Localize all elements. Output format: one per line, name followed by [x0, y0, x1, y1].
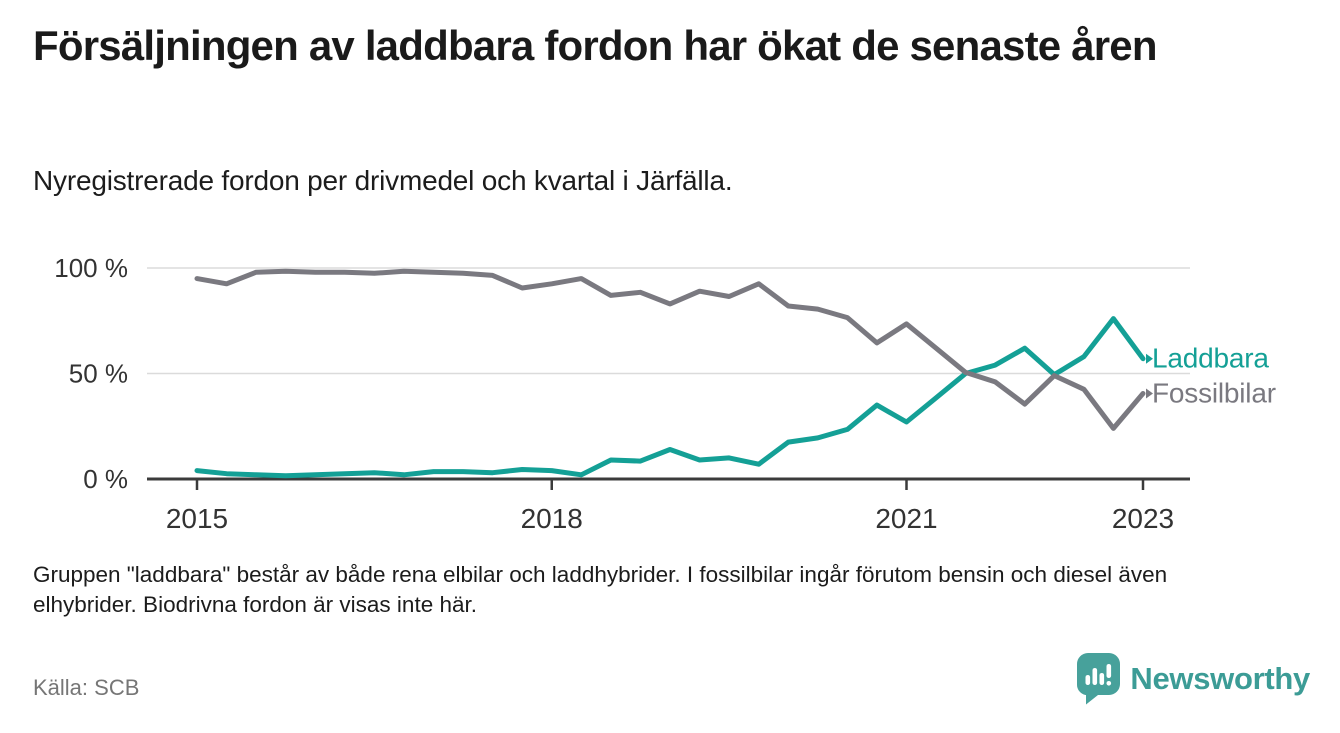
logo-bar-medium: [1099, 673, 1105, 685]
logo-exclaim-dot: [1106, 681, 1112, 686]
y-axis-label-0: 0 %: [83, 464, 128, 494]
logo-bar-small: [1085, 675, 1091, 685]
page-title: Försäljningen av laddbara fordon har öka…: [33, 22, 1158, 69]
arrow-laddbara: [1146, 353, 1153, 364]
x-axis-label-2015: 2015: [166, 503, 228, 534]
chart-footnote: Gruppen "laddbara" består av både rena e…: [33, 560, 1167, 620]
source-label: Källa: SCB: [33, 675, 140, 700]
y-axis-label-100: 100 %: [54, 253, 128, 283]
line-fossilbilar: [194, 268, 1146, 431]
line-laddbara: [194, 316, 1146, 479]
logo-bar-tall: [1092, 668, 1098, 685]
x-axis-label-2021: 2021: [875, 503, 937, 534]
x-axis-label-2023: 2023: [1112, 503, 1174, 534]
arrow-fossilbilar: [1146, 388, 1153, 399]
x-axis-label-2018: 2018: [521, 503, 583, 534]
footnote-line-1: Gruppen "laddbara" består av både rena e…: [33, 562, 1168, 587]
newsworthy-logo-text: Newsworthy: [1130, 660, 1310, 696]
legend-laddbara: Laddbara: [1152, 343, 1269, 374]
chart-subtitle: Nyregistrerade fordon per drivmedel och …: [33, 165, 733, 196]
logo-exclaim-bar: [1106, 664, 1112, 678]
legend-fossilbilar: Fossilbilar: [1152, 378, 1276, 409]
newsworthy-brand: Newsworthy: [1076, 652, 1310, 705]
newsworthy-logo-icon: [1077, 653, 1121, 705]
logo-bubble: [1077, 653, 1121, 705]
y-axis-label-50: 50 %: [69, 359, 128, 389]
footnote-line-2: elhybrider. Biodrivna fordon är visas in…: [33, 592, 477, 617]
